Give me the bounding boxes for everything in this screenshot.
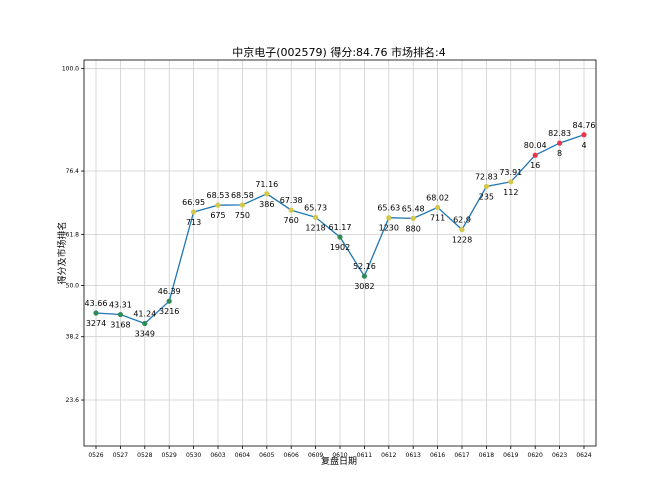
rank-label: 760 [284, 216, 299, 225]
rank-label: 1902 [330, 243, 350, 252]
score-label: 66.95 [182, 198, 205, 207]
x-tick-label: 0617 [454, 452, 469, 459]
rank-label: 3168 [110, 321, 130, 330]
y-tick-label: 61.8 [66, 231, 80, 238]
score-label: 68.58 [231, 191, 254, 200]
score-label: 41.24 [133, 310, 156, 319]
x-tick-label: 0609 [308, 452, 323, 459]
rank-label: 713 [186, 218, 201, 227]
score-label: 65.48 [402, 204, 425, 213]
y-tick-label: 23.6 [66, 397, 80, 404]
score-marker [215, 202, 221, 208]
score-marker [239, 202, 245, 208]
rank-label: 3082 [354, 282, 374, 291]
score-label: 72.83 [475, 173, 498, 182]
x-tick-label: 0612 [381, 452, 396, 459]
x-tick-label: 0619 [503, 452, 518, 459]
x-tick-label: 0526 [88, 452, 103, 459]
score-marker [264, 191, 270, 197]
score-label: 43.66 [85, 299, 108, 308]
x-tick-label: 0530 [186, 452, 201, 459]
rank-label: 16 [530, 161, 540, 170]
score-label: 61.17 [329, 223, 352, 232]
score-label: 68.53 [207, 191, 230, 200]
score-marker [581, 132, 587, 138]
y-tick-label: 38.2 [66, 334, 80, 341]
y-tick-label: 50.0 [66, 283, 80, 290]
score-label: 71.16 [255, 180, 278, 189]
x-tick-label: 0603 [210, 452, 225, 459]
score-marker [337, 234, 343, 240]
score-label: 68.02 [426, 193, 449, 202]
score-marker [459, 226, 465, 233]
score-label: 46.39 [158, 287, 181, 296]
score-marker [166, 298, 172, 304]
rank-label: 3274 [86, 319, 106, 328]
score-label: 43.31 [109, 301, 132, 310]
score-markers [93, 132, 587, 327]
x-tick-label: 0527 [113, 452, 128, 459]
score-marker [191, 209, 197, 215]
score-marker [410, 215, 416, 221]
rank-label: 112 [503, 188, 518, 197]
rank-label: 4 [581, 141, 586, 150]
score-marker [93, 310, 99, 316]
x-tick-label: 0611 [357, 452, 372, 459]
score-marker [117, 311, 123, 318]
grid-layer [84, 60, 596, 446]
x-tick-label: 0613 [406, 452, 421, 459]
rank-label: 386 [259, 200, 274, 209]
score-label: 84.76 [573, 121, 596, 130]
rank-label: 880 [406, 224, 421, 233]
score-label: 65.63 [377, 204, 400, 213]
y-tick-label: 76.4 [66, 168, 80, 175]
score-marker [508, 179, 514, 185]
x-tick-label: 0529 [162, 452, 177, 459]
x-axis-label: 复盘日期 [321, 455, 357, 467]
score-label: 80.04 [524, 141, 547, 150]
rank-label: 711 [430, 213, 445, 222]
x-tick-label: 0610 [332, 452, 347, 459]
score-marker [361, 273, 367, 279]
x-tick-label: 0623 [552, 452, 567, 459]
x-tick-label: 0606 [284, 452, 299, 459]
rank-label: 8 [557, 149, 562, 158]
y-tick-label: 100.0 [62, 66, 79, 73]
rank-label: 3349 [135, 330, 155, 339]
score-marker [557, 140, 563, 146]
score-label: 65.73 [304, 203, 327, 212]
score-label: 73.91 [499, 168, 522, 177]
score-marker [288, 207, 294, 213]
chart-title: 中京电子(002579) 得分:84.76 市场排名:4 [232, 45, 445, 59]
rank-label: 750 [235, 211, 250, 220]
y-axis-ticks: 23.6 38.2 50.0 61.8 76.4 100.0 [62, 66, 84, 404]
score-marker [142, 320, 148, 327]
score-marker [313, 214, 319, 220]
score-marker [435, 204, 441, 210]
score-marker [386, 215, 392, 221]
x-tick-label: 0618 [479, 452, 494, 459]
x-tick-label: 0528 [137, 452, 152, 459]
x-tick-label: 0620 [528, 452, 543, 459]
score-label: 82.83 [548, 129, 571, 138]
rank-label: 235 [479, 193, 494, 202]
x-axis-ticks: 0526 0527 0528 0529 0530 0603 0604 0605 0606 0609… [88, 446, 592, 459]
rank-label: 1230 [379, 224, 399, 233]
x-tick-label: 0604 [235, 452, 250, 459]
rank-label: 3216 [159, 307, 179, 316]
rank-label: 1228 [452, 236, 472, 245]
score-marker [483, 183, 489, 190]
x-tick-label: 0605 [259, 452, 274, 459]
score-label: 52.16 [353, 262, 376, 271]
x-tick-label: 0616 [430, 452, 445, 459]
score-label: 62.9 [453, 216, 471, 225]
score-marker [532, 152, 538, 158]
rank-label: 1218 [305, 223, 325, 232]
score-label: 67.38 [280, 196, 303, 205]
x-tick-label: 0624 [576, 452, 591, 459]
rank-label: 675 [210, 211, 225, 220]
y-axis-label: 得分及市场排名 [56, 221, 68, 284]
